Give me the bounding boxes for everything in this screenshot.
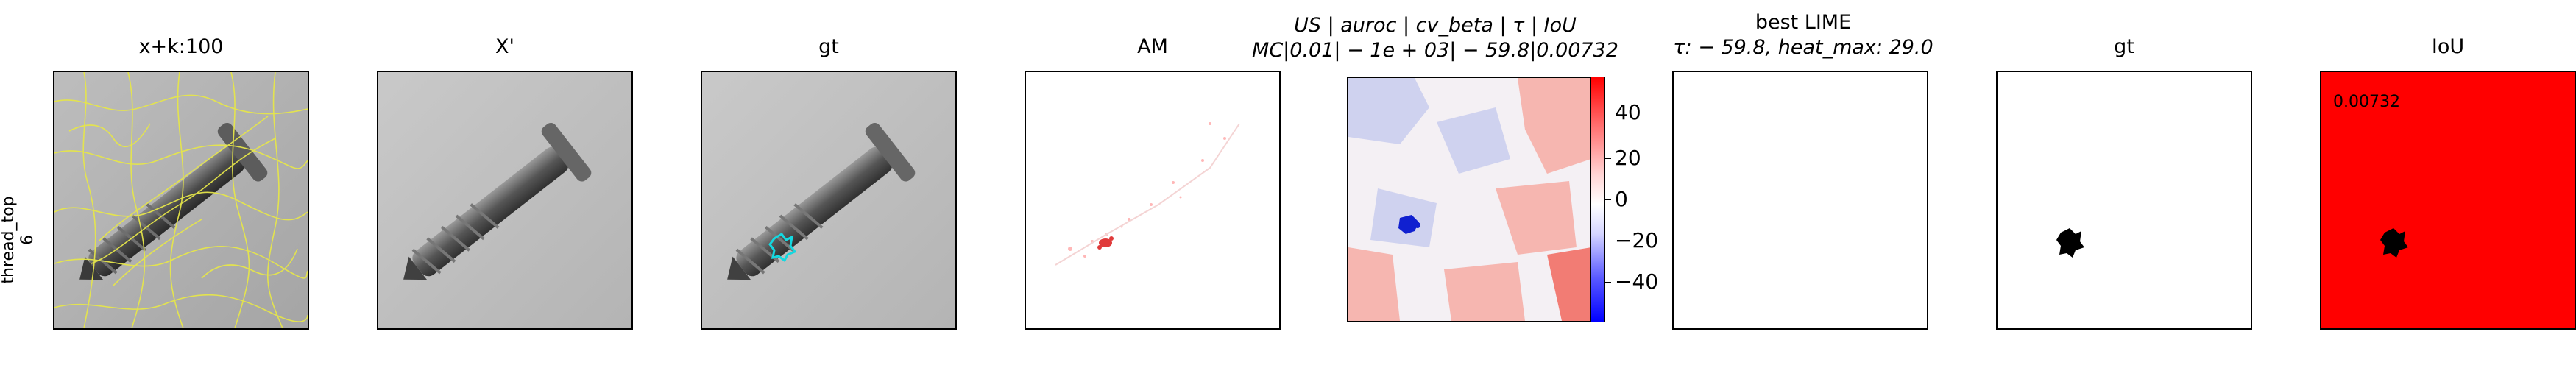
panel-xprime [377,71,633,330]
row-label-index: 6 [18,235,37,245]
panel-gt-overlay [701,71,957,330]
panel-am [1025,71,1281,330]
panel-title-gt: gt [818,35,839,58]
us-region-strong-red [1547,247,1591,321]
iou-mask-shape [2380,228,2408,258]
panel-us-heatmap [1347,77,1593,322]
panel-iou: 0.00732 [2320,71,2576,330]
colorbar-tick-0: 0 [1615,187,1628,211]
colorbar-tick-neg20: −20 [1615,228,1659,252]
panel-title-us-line2: MC|0.01| − 1e + 03| − 59.8|0.00732 [1252,39,1618,62]
panel-superpixels [53,71,309,330]
am-hotspot [1097,236,1114,250]
panel-title-am: AM [1137,35,1168,58]
panel-title-best-lime: best LIME τ: − 59.8, heat_max: 29.0 [1641,10,1965,60]
colorbar-tick-neg40: −40 [1615,269,1659,294]
panel-title-gt-mask: gt [2114,35,2134,58]
superpixel-boundaries [54,72,308,328]
panel-title-xprime: X' [495,35,514,58]
us-region-blue [1348,78,1510,247]
screw-body [79,122,268,280]
screw-body [727,122,916,280]
panel-gt-mask [1996,71,2252,330]
gt-mask-shape [2056,228,2084,258]
colorbar-tick-20: 20 [1615,146,1641,170]
panel-title-lime-line2: τ: − 59.8, heat_max: 29.0 [1673,36,1933,59]
panel-title-superpixels: x+k:100 [138,35,224,58]
colorbar-tick-40: 40 [1615,100,1641,124]
panel-title-us-line1: US | auroc | cv_beta | τ | IoU [1294,14,1577,37]
panel-title-iou: IoU [2431,35,2465,58]
iou-value-label: 0.00732 [2333,93,2400,111]
panel-title-us-stats: US | auroc | cv_beta | τ | IoU MC|0.01| … [1236,13,1634,63]
row-label: thread_top 6 [0,192,38,288]
panel-title-lime-line1: best LIME [1755,11,1852,34]
us-region-red [1348,78,1591,321]
row-label-category: thread_top [0,196,18,284]
screw-body [403,122,592,280]
us-hotspot-blue [1398,215,1420,234]
colorbar [1590,77,1605,322]
gt-contour [768,233,797,263]
panel-best-lime [1672,71,1928,330]
